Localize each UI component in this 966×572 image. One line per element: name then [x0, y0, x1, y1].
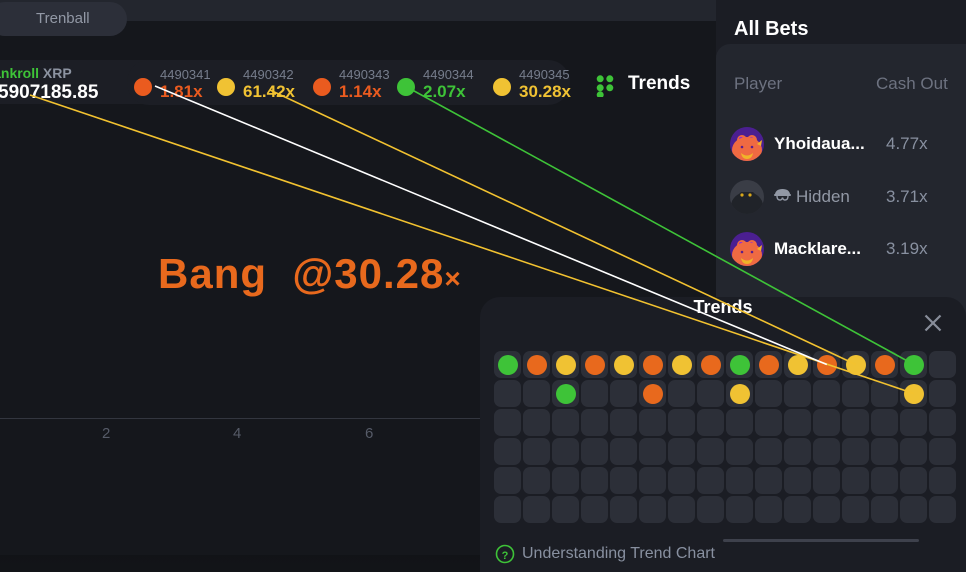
- svg-text:?: ?: [502, 550, 509, 562]
